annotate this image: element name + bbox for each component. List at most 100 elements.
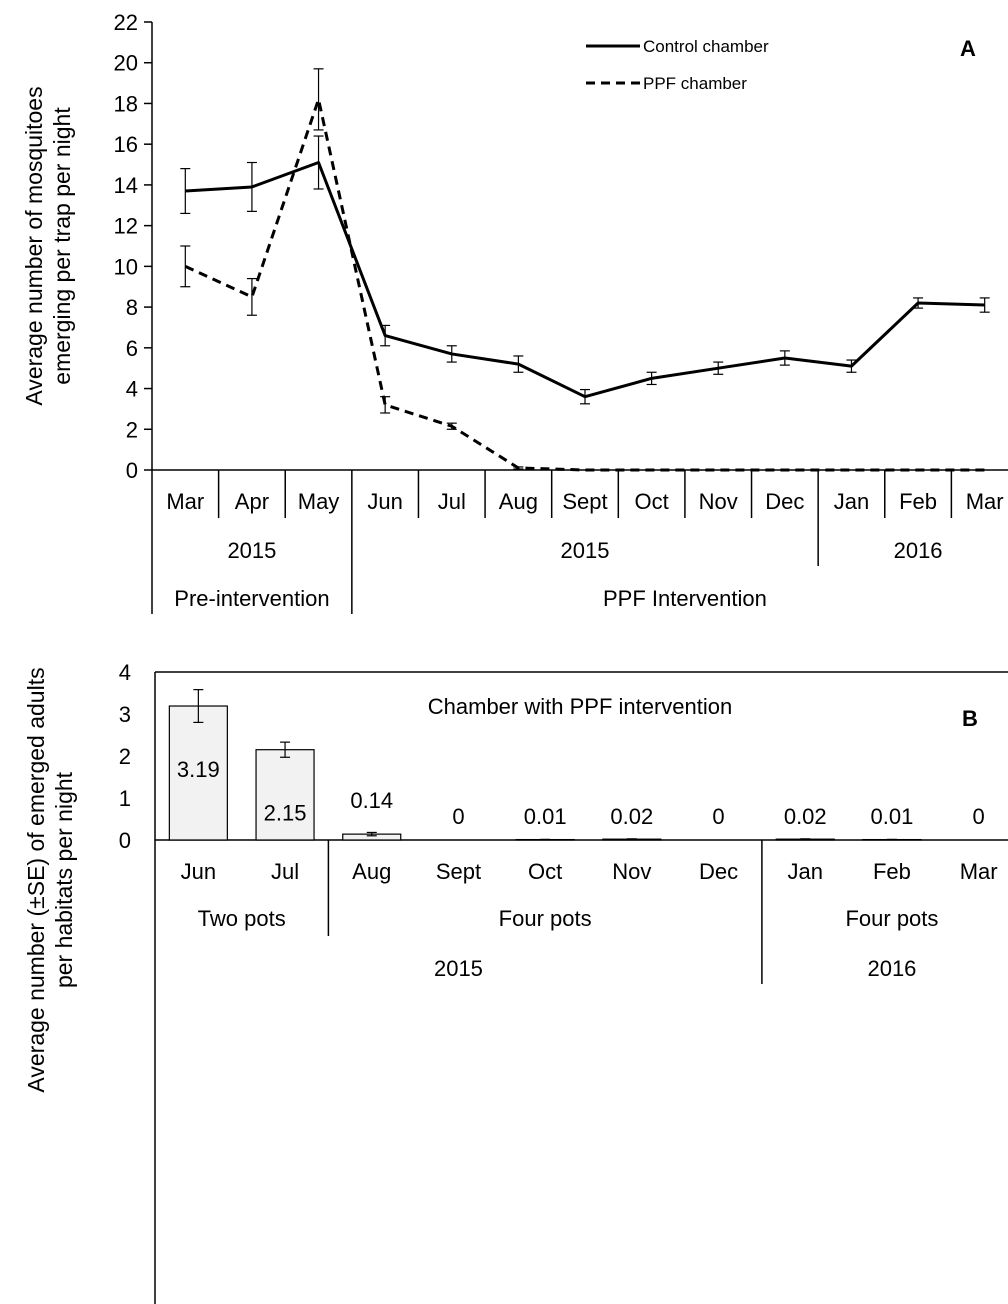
error-bar (366, 831, 377, 837)
bar-data-label: 0.02 (784, 804, 827, 829)
error-bar (646, 371, 657, 386)
panel-a-x-tick-label: Aug (499, 489, 538, 514)
panel-a-x-tick-label: Dec (765, 489, 804, 514)
panel-b-pot-group-label: Four pots (845, 906, 938, 931)
control-chamber-line (185, 161, 985, 399)
bar-data-label: 0 (452, 804, 464, 829)
panel-a-y-tick-label: 18 (114, 91, 138, 116)
error-bar (313, 135, 324, 190)
panel-b-pot-group-label: Two pots (198, 906, 286, 931)
panel-a-x-tick-label: Mar (166, 489, 204, 514)
error-bar (193, 689, 204, 724)
bar-data-label: 0.14 (350, 788, 393, 813)
panel-a-y-tick-label: 2 (126, 417, 138, 442)
panel-b-year-label: 2015 (434, 956, 483, 981)
panel-a-legend: Control chamber PPF chamber (586, 37, 769, 93)
panel-a-label: A (960, 36, 976, 61)
error-bar (513, 355, 524, 373)
panel-b-x-tick-label: Oct (528, 859, 562, 884)
panel-b-y-label-text: Average number (±SE) of emerged adultspe… (23, 667, 77, 1092)
error-bar (246, 161, 257, 212)
panel-b-y-tick-label: 2 (119, 744, 131, 769)
panel-a-x-tick-label: May (298, 489, 340, 514)
panel-a-y-tick-label: 4 (126, 377, 138, 402)
panel-b-x-tick-label: Jul (271, 859, 299, 884)
panel-b-pot-group-label: Four pots (499, 906, 592, 931)
panel-a-x-tick-label: Jan (834, 489, 869, 514)
panel-a-y-tick-label: 14 (114, 173, 138, 198)
bar (255, 749, 315, 841)
panel-b-x-tick-label: Feb (873, 859, 911, 884)
panel-b-x-tick-label: Jun (181, 859, 216, 884)
panel-b-x-tick-label: Sept (436, 859, 481, 884)
ppf-chamber-line (184, 97, 985, 472)
bar-data-label: 0.02 (610, 804, 653, 829)
panel-b-y-tick-label: 0 (119, 828, 131, 853)
panel-b-y-tick-label: 4 (119, 660, 131, 685)
panel-a-y-tick-label: 0 (126, 458, 138, 483)
error-bar (180, 245, 191, 288)
panel-b-label: B (962, 706, 978, 731)
panel-a-x-tick-label: Nov (699, 489, 738, 514)
panel-a-year-label: 2015 (561, 538, 610, 563)
panel-b-x-tick-label: Nov (612, 859, 651, 884)
panel-a-x-tick-label: Jul (438, 489, 466, 514)
bar-data-label: 0.01 (871, 804, 914, 829)
error-bar (713, 361, 724, 375)
panel-b-x-tick-label: Dec (699, 859, 738, 884)
bar-data-label: 0.01 (524, 804, 567, 829)
panel-a-x-tick-label: Sept (562, 489, 607, 514)
error-bar (979, 297, 990, 313)
panel-a-x-tick-label: Feb (899, 489, 937, 514)
bar (168, 705, 228, 841)
error-bar (846, 359, 857, 373)
panel-b-year-label: 2016 (867, 956, 916, 981)
panel-a-y-label-text: Average number of mosquitoesemerging per… (21, 86, 75, 405)
panel-a-y-tick-label: 16 (114, 132, 138, 157)
legend-label: Control chamber (643, 37, 769, 56)
panel-b-y-tick-label: 3 (119, 702, 131, 727)
error-bar (800, 838, 811, 841)
error-bar (626, 838, 637, 841)
panel-a-y-tick-label: 12 (114, 214, 138, 239)
panel-a-phase-label: Pre-intervention (174, 586, 329, 611)
error-bar (380, 396, 391, 414)
error-bar (580, 388, 590, 405)
panel-a-phase-label: PPF Intervention (603, 586, 767, 611)
panel-a-y-tick-label: 22 (114, 10, 138, 35)
panel-b-x-tick-label: Mar (960, 859, 998, 884)
panel-a-year-label: 2015 (227, 538, 276, 563)
error-bar (313, 68, 324, 131)
error-bar (513, 466, 524, 470)
error-bar (380, 324, 391, 347)
panel-b-x-tick-label: Aug (352, 859, 391, 884)
bar-data-label: 2.15 (264, 801, 307, 826)
bar-data-label: 0 (973, 804, 985, 829)
panel-b-title: Chamber with PPF intervention (428, 694, 732, 719)
panel-a-x-tick-label: Apr (235, 489, 269, 514)
bar-data-label: 0 (712, 804, 724, 829)
error-bar (246, 277, 257, 316)
error-bar (180, 168, 191, 215)
panel-a-x-tick-label: Oct (634, 489, 668, 514)
error-bar (280, 741, 291, 758)
panel-a-y-tick-label: 8 (126, 295, 138, 320)
legend-label: PPF chamber (643, 74, 747, 93)
error-bar (779, 350, 790, 366)
error-bar (446, 345, 457, 363)
panel-b-y-axis-label: Average number (±SE) of emerged adultspe… (23, 667, 77, 1092)
panel-b-y-tick-label: 1 (119, 786, 131, 811)
panel-a-y-tick-label: 6 (126, 336, 138, 361)
panel-a-y-tick-label: 10 (114, 254, 138, 279)
panel-a-x-tick-label: Jun (367, 489, 402, 514)
panel-b-x-tick-label: Jan (788, 859, 823, 884)
panel-a-y-axis-label: Average number of mosquitoesemerging per… (21, 86, 75, 405)
panel-a: A 0 2 4 6 8 10 12 14 16 18 20 22 Mar Apr May Jun Jul Aug… (21, 10, 1008, 614)
panel-a-year-label: 2016 (894, 538, 943, 563)
panel-b: B Chamber with PPF intervention 0 1 2 3 4 3.… (23, 660, 1008, 1304)
panel-a-y-tick-label: 20 (114, 51, 138, 76)
error-bar (446, 422, 457, 430)
bar-data-label: 3.19 (177, 757, 220, 782)
panel-a-x-tick-label: Mar (966, 489, 1004, 514)
